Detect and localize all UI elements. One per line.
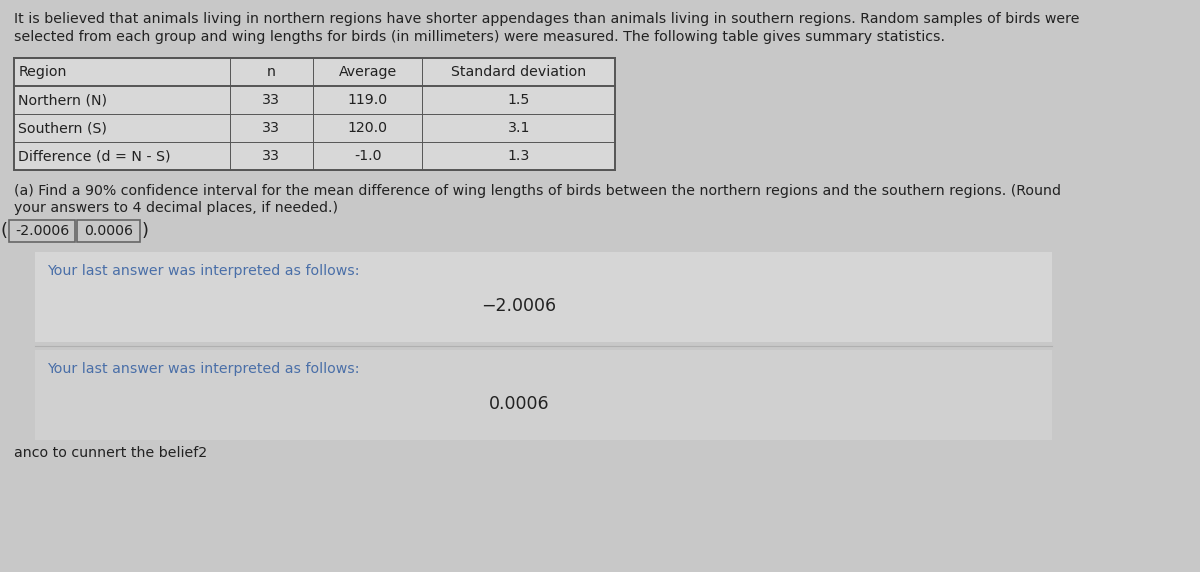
- Text: Standard deviation: Standard deviation: [451, 65, 587, 79]
- Text: 33: 33: [262, 149, 280, 163]
- Text: anco to cunnert the belief2: anco to cunnert the belief2: [14, 446, 206, 460]
- Text: (a) Find a 90% confidence interval for the mean difference of wing lengths of bi: (a) Find a 90% confidence interval for t…: [14, 184, 1061, 198]
- Text: 3.1: 3.1: [508, 121, 530, 135]
- Text: n: n: [266, 65, 276, 79]
- Text: 119.0: 119.0: [348, 93, 388, 107]
- Text: 0.0006: 0.0006: [84, 224, 133, 238]
- Text: Region: Region: [18, 65, 67, 79]
- Text: Your last answer was interpreted as follows:: Your last answer was interpreted as foll…: [47, 264, 360, 278]
- Text: It is believed that animals living in northern regions have shorter appendages t: It is believed that animals living in no…: [14, 12, 1079, 26]
- Text: -1.0: -1.0: [354, 149, 382, 163]
- Text: 33: 33: [262, 121, 280, 135]
- Bar: [35, 252, 1052, 342]
- Text: Southern (S): Southern (S): [18, 121, 107, 135]
- Text: ): ): [142, 222, 149, 240]
- Bar: [14, 58, 616, 170]
- Text: 120.0: 120.0: [348, 121, 388, 135]
- Text: 0.0006: 0.0006: [488, 395, 550, 413]
- Bar: [8, 220, 76, 242]
- Text: Northern (N): Northern (N): [18, 93, 107, 107]
- Text: -2.0006: -2.0006: [14, 224, 70, 238]
- Text: 1.3: 1.3: [508, 149, 530, 163]
- Text: 33: 33: [262, 93, 280, 107]
- Text: selected from each group and wing lengths for birds (in millimeters) were measur: selected from each group and wing length…: [14, 30, 944, 44]
- Text: Average: Average: [338, 65, 397, 79]
- Text: −2.0006: −2.0006: [481, 297, 557, 315]
- Text: 1.5: 1.5: [508, 93, 530, 107]
- Text: your answers to 4 decimal places, if needed.): your answers to 4 decimal places, if nee…: [14, 201, 338, 215]
- Text: (: (: [1, 222, 7, 240]
- Text: Difference (d = N - S): Difference (d = N - S): [18, 149, 170, 163]
- Bar: [35, 350, 1052, 440]
- Text: Your last answer was interpreted as follows:: Your last answer was interpreted as foll…: [47, 362, 360, 376]
- Bar: [14, 58, 616, 170]
- Bar: [77, 220, 140, 242]
